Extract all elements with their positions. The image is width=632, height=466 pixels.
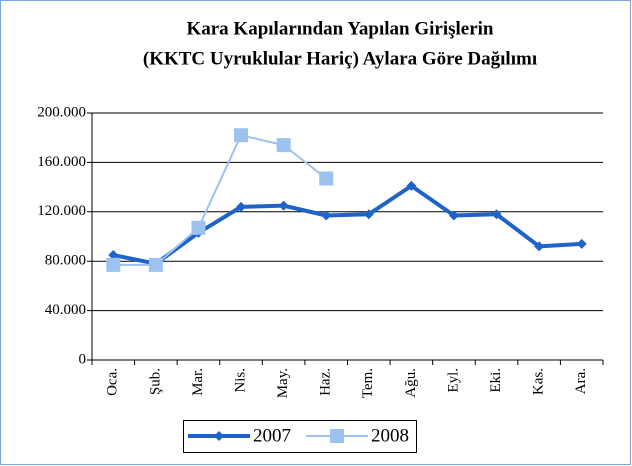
x-tick-label: Ağu. xyxy=(403,368,419,398)
point xyxy=(448,210,459,221)
chart-title: (KKTC Uyruklular Hariç) Aylara Göre Dağı… xyxy=(143,48,537,69)
point xyxy=(321,210,332,221)
point xyxy=(236,201,247,212)
x-tick-label: Nis. xyxy=(232,368,248,393)
x-tick-label: Oca. xyxy=(105,368,121,396)
x-tick-label: Haz. xyxy=(318,368,334,396)
point xyxy=(406,180,417,191)
y-tick-label: 120.000 xyxy=(37,203,86,219)
point xyxy=(234,128,249,143)
series-line xyxy=(113,134,327,266)
point xyxy=(363,209,374,220)
chart-title: Kara Kapılarından Yapılan Girişlerin xyxy=(186,18,493,39)
x-tick-label: Kas. xyxy=(531,368,547,395)
x-tick-label: Eki. xyxy=(488,368,504,393)
y-tick-label: 40.000 xyxy=(45,302,86,318)
point xyxy=(534,241,545,252)
y-tick-label: 160.000 xyxy=(37,154,86,170)
x-tick-label: Ara. xyxy=(573,368,589,394)
point xyxy=(576,238,587,249)
point xyxy=(319,171,334,186)
y-tick-label: 200.000 xyxy=(37,104,86,120)
legend-label: 2008 xyxy=(371,425,409,446)
point xyxy=(106,257,121,272)
y-tick-label: 0 xyxy=(79,351,87,367)
point xyxy=(276,138,291,153)
point xyxy=(278,200,289,211)
legend-label: 2007 xyxy=(253,425,291,446)
point xyxy=(148,257,163,272)
point xyxy=(491,209,502,220)
legend-marker xyxy=(214,431,224,441)
x-tick-label: May. xyxy=(275,368,291,398)
point xyxy=(191,220,206,235)
x-tick-label: Şub. xyxy=(147,368,163,395)
x-tick-label: Mar. xyxy=(190,368,206,396)
x-tick-label: Tem. xyxy=(360,368,376,398)
y-tick-label: 80.000 xyxy=(45,253,86,269)
legend-marker xyxy=(330,429,344,443)
point xyxy=(108,250,119,261)
series-line xyxy=(112,183,582,266)
x-tick-label: Eyl. xyxy=(445,368,461,393)
